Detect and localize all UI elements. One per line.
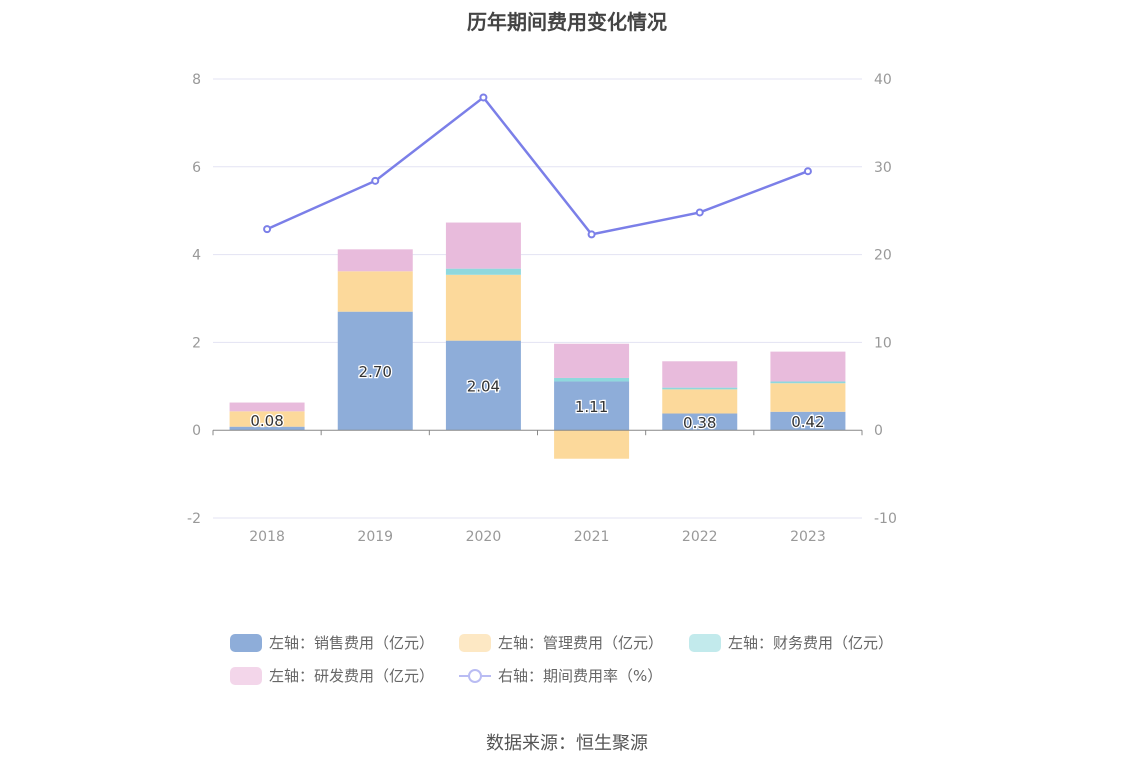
bar-segment bbox=[445, 274, 521, 341]
data-label: 0.38 bbox=[683, 414, 716, 432]
legend-swatch-sales bbox=[230, 633, 262, 652]
legend-item-finance[interactable]: 左轴：财务费用（亿元） bbox=[689, 632, 893, 653]
y-right-tick-label: 20 bbox=[874, 248, 892, 264]
legend-item-admin[interactable]: 左轴：管理费用（亿元） bbox=[459, 632, 663, 653]
legend-label-sales: 左轴：销售费用（亿元） bbox=[269, 634, 435, 652]
y-left-tick-label: 8 bbox=[192, 72, 201, 88]
bar-segment bbox=[337, 271, 413, 312]
data-label: 1.11 bbox=[575, 398, 608, 416]
legend-label-admin: 左轴：管理费用（亿元） bbox=[498, 634, 664, 652]
y-right-tick-label: 0 bbox=[874, 423, 883, 439]
y-left-tick-label: -2 bbox=[187, 511, 201, 527]
bar-segment bbox=[770, 383, 846, 412]
line-point bbox=[263, 225, 272, 234]
legend-label-finance: 左轴：财务费用（亿元） bbox=[728, 634, 894, 652]
bar-segment bbox=[337, 311, 413, 431]
bar-segment bbox=[770, 381, 846, 384]
data-label: 0.42 bbox=[791, 413, 824, 431]
data-label: 2.04 bbox=[467, 377, 500, 395]
legend-swatch-rate bbox=[459, 667, 491, 685]
legend-label-rd: 左轴：研发费用（亿元） bbox=[269, 667, 435, 685]
bar-segment bbox=[229, 411, 305, 427]
legend-item-rate[interactable]: 右轴：期间费用率（%） bbox=[459, 665, 662, 686]
legend-item-rd[interactable]: 左轴：研发费用（亿元） bbox=[230, 665, 434, 686]
line-point bbox=[479, 93, 488, 102]
bar-segment bbox=[554, 430, 630, 459]
bar-segment bbox=[554, 343, 630, 378]
x-tick-label: 2018 bbox=[249, 529, 285, 545]
legend-swatch-rd bbox=[230, 666, 262, 685]
y-left-tick-label: 6 bbox=[192, 160, 201, 176]
line-point bbox=[803, 167, 812, 176]
line-rate bbox=[266, 95, 809, 236]
chart-title: 历年期间费用变化情况 bbox=[467, 10, 667, 34]
y-right-tick-label: 10 bbox=[874, 335, 892, 351]
bar-segment bbox=[662, 387, 738, 390]
line-point bbox=[587, 230, 596, 239]
bar-segment bbox=[229, 402, 305, 412]
bar-segment bbox=[229, 426, 305, 431]
legend-swatch-finance bbox=[689, 633, 721, 652]
bar-segment bbox=[770, 411, 846, 431]
legend-item-sales[interactable]: 左轴：销售费用（亿元） bbox=[230, 632, 434, 653]
y-left-tick-label: 0 bbox=[192, 423, 201, 439]
y-left-tick-label: 4 bbox=[192, 248, 201, 264]
y-right-tick-label: 30 bbox=[874, 160, 892, 176]
y-right-tick-label: 40 bbox=[874, 72, 892, 88]
x-tick-label: 2023 bbox=[790, 529, 826, 545]
y-right-tick-label: -10 bbox=[874, 511, 897, 527]
bar-segment bbox=[337, 249, 413, 272]
data-label: 2.70 bbox=[359, 363, 392, 381]
data-label: 0.08 bbox=[250, 412, 283, 430]
y-left-tick-label: 2 bbox=[192, 335, 201, 351]
bar-segment bbox=[662, 413, 738, 431]
line-point bbox=[695, 208, 704, 217]
bar-segment bbox=[554, 377, 630, 382]
legend-label-rate: 右轴：期间费用率（%） bbox=[498, 667, 663, 685]
bar-segment bbox=[554, 381, 630, 431]
bar-segment bbox=[662, 389, 738, 414]
bar-segment bbox=[445, 340, 521, 431]
line-point bbox=[371, 176, 380, 185]
bar-segment bbox=[770, 351, 846, 382]
x-tick-label: 2021 bbox=[574, 529, 610, 545]
x-tick-label: 2022 bbox=[682, 529, 718, 545]
chart-plot: -2 0 2 4 6 8 -10 0 10 20 30 40 2018 2019 2020 2021 2022 2… bbox=[187, 72, 897, 545]
data-source: 数据来源：恒生聚源 bbox=[486, 733, 648, 754]
bar-segment bbox=[445, 268, 521, 275]
legend-swatch-admin bbox=[459, 633, 491, 652]
x-tick-label: 2019 bbox=[357, 529, 393, 545]
x-tick-label: 2020 bbox=[466, 529, 502, 545]
bar-segment bbox=[662, 361, 738, 388]
bar-segment bbox=[445, 222, 521, 269]
